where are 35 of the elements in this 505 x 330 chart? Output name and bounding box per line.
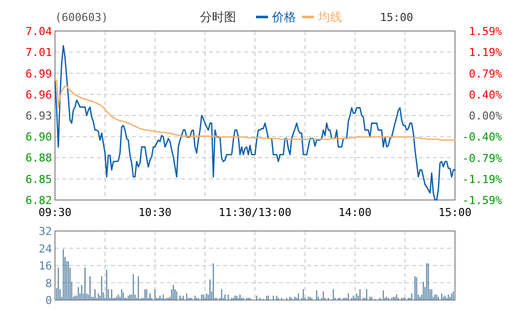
line-series — [54, 80, 456, 141]
y-tick-label: 7.04 — [26, 25, 52, 38]
x-tick-label: 10:30 — [138, 206, 172, 219]
chart-subtitle: (600603) — [55, 11, 108, 24]
y-tick-label: 6.90 — [26, 130, 52, 144]
y2-tick-label: -0.40% — [462, 130, 502, 144]
y2-tick-label: 0.79% — [468, 67, 502, 80]
x-tick-label: 14:00 — [338, 206, 372, 219]
text: 15:00 — [380, 11, 414, 24]
y-tick-label: 6.93 — [26, 110, 52, 122]
chart-title: 分时图 — [200, 10, 236, 24]
y-tick-label: 24 — [38, 242, 52, 256]
y-tick-label: 7.01 — [26, 46, 52, 60]
x-tick-label: 11:30/13:00 — [218, 206, 292, 219]
y2-tick-label: -1.19% — [462, 172, 502, 186]
legend-label: 均线 — [317, 10, 342, 24]
y-tick-label: 8 — [45, 276, 52, 290]
y-tick-label: 6.99 — [26, 67, 52, 80]
y-tick-label: 6.88 — [26, 152, 52, 165]
y2-tick-label: 0.00% — [468, 110, 502, 122]
y-tick-label: 6.96 — [26, 88, 52, 102]
y2-tick-label: 1.59% — [468, 25, 502, 38]
y2-tick-label: 1.19% — [468, 46, 502, 60]
x-tick-label: 15:00 — [438, 206, 472, 219]
y-tick-label: 6.85 — [26, 172, 52, 186]
y2-tick-label: -1.59% — [462, 194, 502, 207]
line-series — [54, 45, 456, 200]
y-tick-label: 32 — [38, 225, 52, 238]
y-tick-label: 16 — [38, 260, 52, 272]
x-tick-label: 09:30 — [38, 206, 72, 219]
y2-tick-label: -0.79% — [462, 152, 502, 165]
legend-label: 价格 — [271, 10, 296, 24]
y-tick-label: 0 — [45, 294, 52, 307]
y2-tick-label: 0.40% — [468, 88, 502, 102]
y-tick-label: 6.82 — [26, 194, 52, 207]
